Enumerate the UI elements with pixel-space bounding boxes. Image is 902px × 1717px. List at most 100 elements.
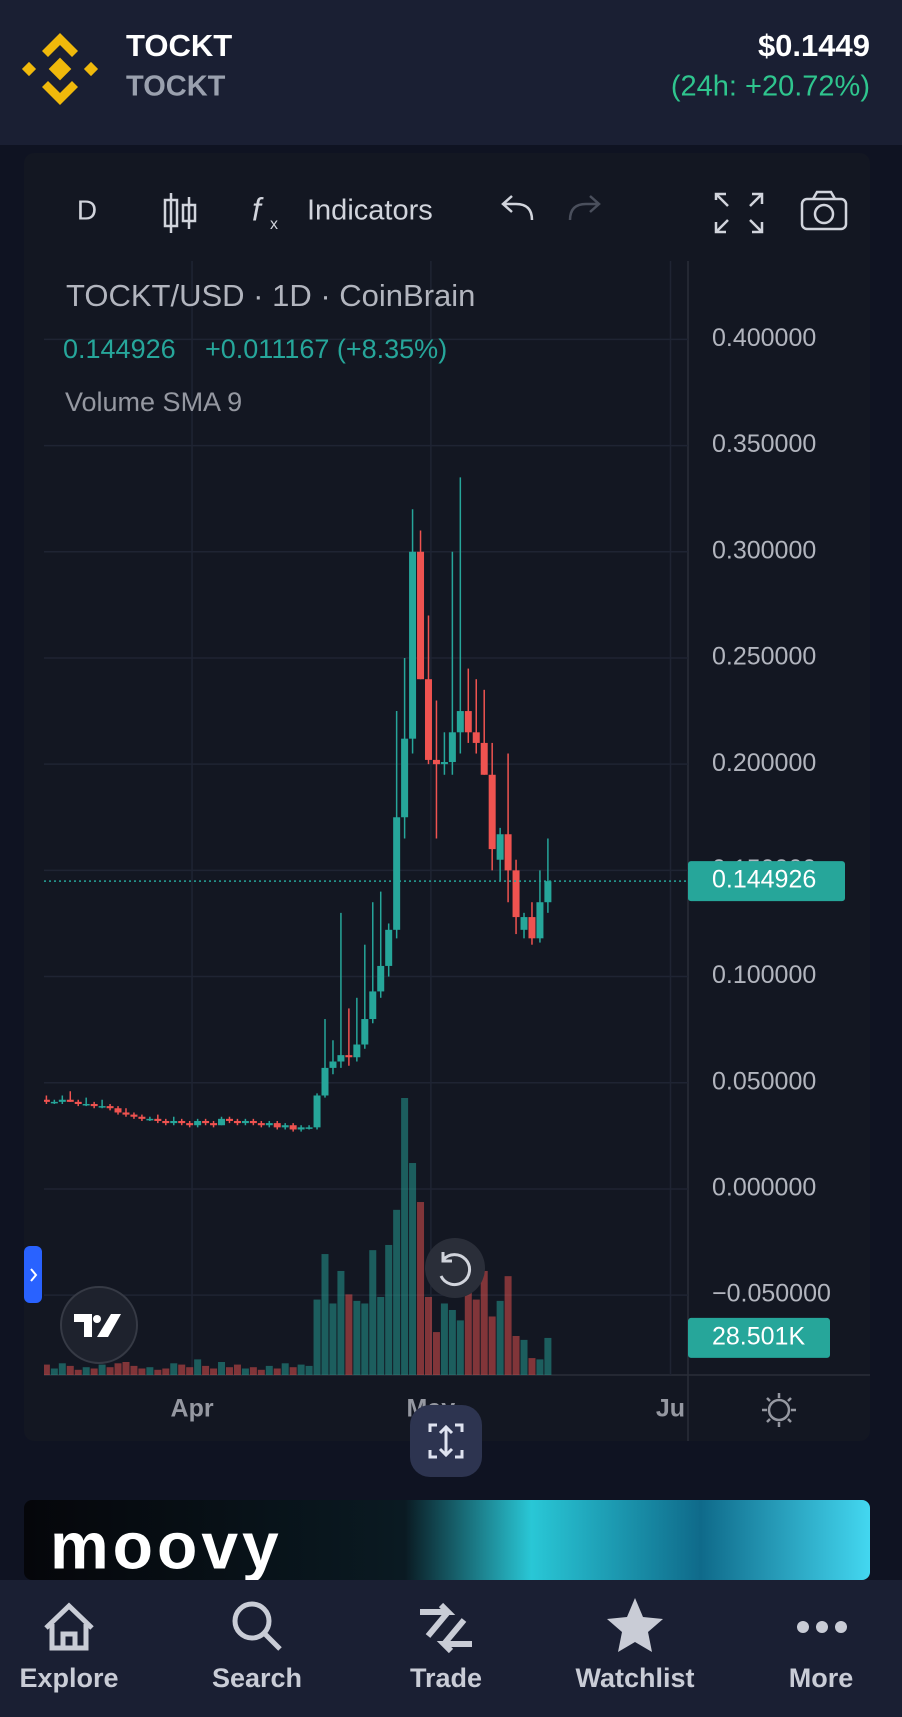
volume-bar: [106, 1367, 114, 1375]
search-icon[interactable]: [232, 1601, 282, 1651]
candle-body: [162, 1120, 170, 1124]
side-panel-arrow: [30, 1268, 38, 1282]
candle-body: [265, 1123, 273, 1126]
candle-body: [305, 1127, 313, 1129]
watchlist-icon[interactable]: [607, 1598, 663, 1652]
volume-bar: [210, 1368, 218, 1375]
volume-bar: [162, 1368, 170, 1375]
candle-body: [44, 1099, 50, 1102]
candle-body: [106, 1106, 114, 1109]
volume-bar: [154, 1369, 162, 1375]
reset-icon: [439, 1252, 471, 1287]
indicators-button[interactable]: Indicators: [307, 195, 433, 227]
more-icon[interactable]: [797, 1621, 847, 1633]
rotate-icon: [428, 1423, 464, 1459]
y-tick-label: 0.250000: [712, 643, 816, 671]
current-volume-box: [688, 1317, 830, 1358]
volume-bar: [44, 1364, 50, 1375]
volume-bar: [218, 1361, 226, 1375]
nav-label: Search: [212, 1663, 302, 1693]
candle-body: [66, 1099, 74, 1102]
candle-body: [202, 1120, 210, 1124]
volume-bar: [170, 1363, 178, 1375]
volume-bar: [257, 1369, 265, 1375]
tradingview-dot: [93, 1315, 101, 1323]
candle-body: [345, 1055, 353, 1058]
volume-bar: [520, 1339, 528, 1375]
volume-bar: [361, 1303, 369, 1375]
candle-body: [313, 1095, 321, 1128]
reset-chart-button[interactable]: [425, 1238, 485, 1298]
candle-body: [90, 1103, 98, 1107]
volume-bar: [194, 1359, 202, 1375]
chart-settings-button[interactable]: [762, 1393, 796, 1427]
current-price-box: [688, 861, 845, 902]
candle-body: [456, 711, 464, 733]
volume-bar: [50, 1368, 58, 1375]
candle-body: [241, 1120, 249, 1124]
candle-body: [520, 917, 528, 930]
interval-button[interactable]: D: [77, 194, 97, 225]
candle-body: [233, 1120, 241, 1124]
screenshot-button[interactable]: [800, 190, 848, 231]
volume-bar: [504, 1276, 512, 1375]
candle-body: [369, 991, 377, 1020]
volume-bar: [265, 1365, 273, 1375]
token-price: $0.1449: [758, 28, 870, 63]
volume-bar: [528, 1358, 536, 1375]
price-change: (24h: +20.72%): [671, 71, 870, 103]
volume-bar: [472, 1299, 480, 1375]
side-panel-tab[interactable]: [24, 1246, 42, 1303]
explore-icon[interactable]: [44, 1602, 94, 1651]
candle-body: [512, 870, 520, 918]
volume-bar: [345, 1294, 353, 1375]
token-symbol: TOCKT: [126, 71, 226, 103]
candle-body: [528, 917, 536, 939]
volume-bar: [297, 1364, 305, 1375]
fx-icon-sub[interactable]: x: [270, 216, 278, 233]
candle-body: [417, 551, 425, 680]
candle-body: [74, 1101, 82, 1104]
volume-bar: [305, 1365, 313, 1375]
candle-body: [401, 738, 409, 818]
volume-bar: [66, 1365, 74, 1375]
candle-body: [472, 732, 480, 743]
volume-bar: [544, 1337, 552, 1375]
candle-body: [257, 1123, 265, 1126]
redo-button[interactable]: [568, 195, 601, 221]
y-tick-label: 0.300000: [712, 536, 816, 564]
chart-type-button[interactable]: [163, 193, 197, 233]
volume-bar: [432, 1332, 440, 1375]
volume-bar: [146, 1367, 154, 1375]
candle-body: [273, 1123, 281, 1128]
candle-body: [432, 759, 440, 765]
ad-banner[interactable]: [24, 1500, 870, 1580]
volume-bar: [329, 1303, 337, 1375]
candle-body: [98, 1106, 106, 1108]
volume-bar: [496, 1300, 504, 1375]
nav-label: Trade: [410, 1663, 482, 1693]
undo-button[interactable]: [501, 195, 534, 221]
volume-bar: [512, 1335, 520, 1375]
candle-body: [138, 1116, 146, 1119]
volume-bar: [114, 1363, 122, 1375]
volume-bar: [456, 1320, 464, 1375]
trade-icon[interactable]: [420, 1602, 472, 1654]
volume-bar: [233, 1364, 241, 1375]
candle-body: [385, 929, 393, 966]
candle-body: [225, 1118, 233, 1121]
candle-body: [194, 1120, 202, 1126]
fullscreen-button[interactable]: [714, 192, 764, 234]
volume-bar: [488, 1316, 496, 1375]
volume-bar: [130, 1365, 138, 1375]
volume-bar: [424, 1296, 432, 1375]
x-tick-label: Apr: [171, 1395, 214, 1423]
volume-bar: [82, 1367, 90, 1375]
candle-body: [170, 1120, 178, 1124]
volume-bar: [273, 1368, 281, 1375]
volume-bar: [377, 1296, 385, 1375]
candle-body: [249, 1120, 257, 1124]
tradingview-logo[interactable]: [60, 1286, 138, 1364]
candle-body: [488, 774, 496, 850]
